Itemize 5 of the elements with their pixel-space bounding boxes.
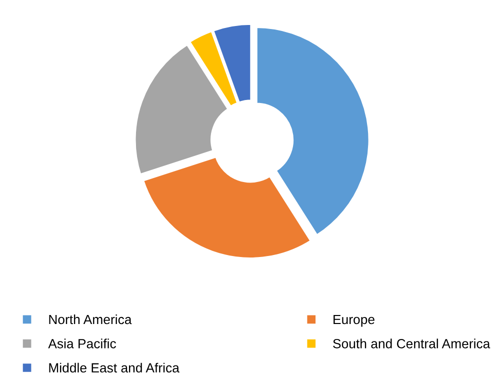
legend-label: Middle East and Africa (49, 362, 180, 373)
legend-label: North America (49, 314, 132, 324)
legend-label: Asia Pacific (48, 338, 116, 348)
legend-label: Europe (334, 314, 374, 327)
legend-label: South and Central America (333, 338, 490, 348)
